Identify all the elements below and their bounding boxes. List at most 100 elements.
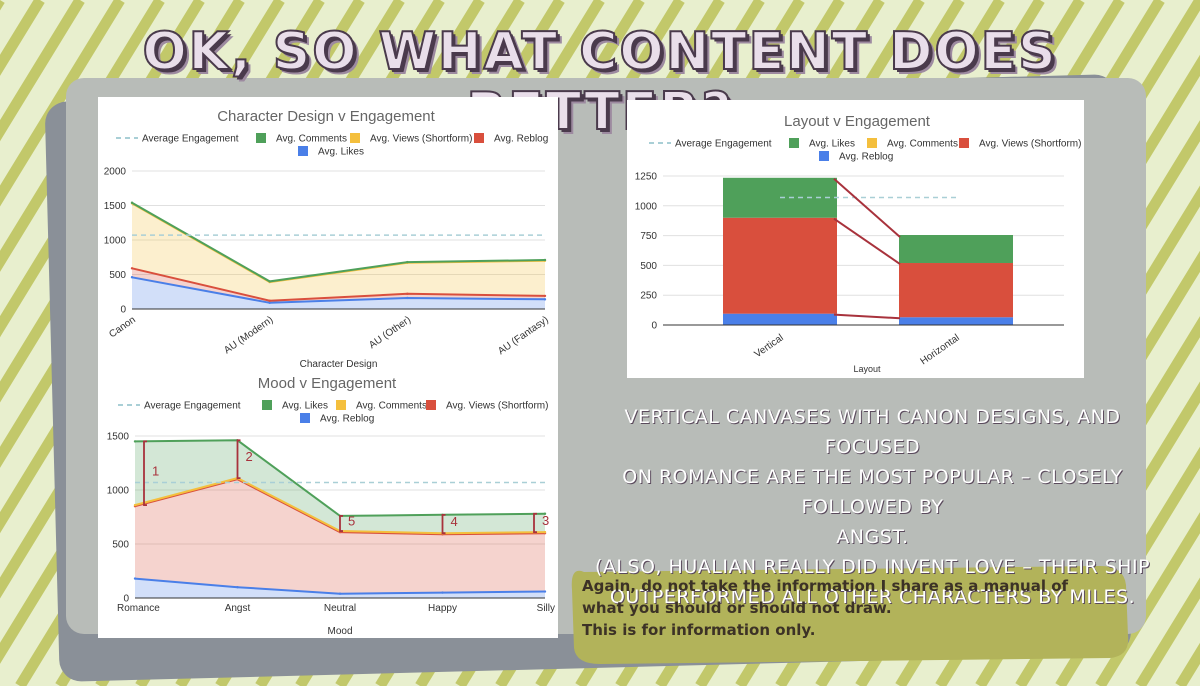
x-tick-label: Vertical [753,332,786,360]
x-axis-label: Character Design [300,359,378,370]
x-axis-label: Mood [327,626,352,637]
annotation-rank: 5 [348,513,355,528]
area-avg-likes [132,277,545,309]
disclaimer-note: Again, do not take the information I sha… [582,575,1132,641]
annotation-bracket [339,515,343,532]
area-avg-reblog [132,268,545,303]
data-point [133,503,137,507]
series-line [131,201,546,283]
data-point [543,512,547,515]
data-point [130,267,134,270]
bar-avg-likes [899,235,1013,264]
y-tick-label: 1000 [635,201,658,212]
x-tick-label: Canon [107,314,137,340]
data-point [338,592,342,595]
data-point [268,280,271,283]
note-line: This is for information only. [582,621,816,639]
page-title: OK, SO WHAT CONTENT DOES BETTER? [141,21,1058,143]
stripe [0,0,85,142]
y-tick-label: 500 [112,540,129,551]
area-avg-views-shortform- [135,479,545,594]
x-tick-label: AU (Modern) [222,314,275,356]
legend-swatch [262,400,272,410]
annotation-connector [833,217,901,265]
summary-line: (ALSO, HUALIAN REALLY DID INVENT LOVE – … [594,556,1151,578]
data-point [268,301,271,304]
chart-title: Mood v Engagement [258,375,397,392]
layout-chart-panel: Layout v Engagement Average Engagement Avg… [627,100,1084,378]
legend-swatch [819,151,829,161]
y-tick-label: 1500 [107,432,130,443]
legend-swatch [300,413,310,423]
legend-label: Average Engagement [675,139,772,150]
summary-line: VERTICAL CANVASES WITH CANON DESIGNS, AN… [624,406,1121,458]
bar-avg-reblog [899,317,1013,325]
data-point [406,296,409,300]
summary-line: OUTPERFORMED ALL OTHER CHARACTERS BY MIL… [609,586,1136,608]
y-tick-label: 750 [640,231,657,242]
note-line: Again, do not take the information I sha… [582,577,1069,595]
summary-line: ON ROMANCE ARE THE MOST POPULAR – CLOSEL… [622,466,1123,518]
y-tick-label: 0 [651,321,657,332]
note-bubble [571,566,1129,664]
character-design-chart: Character Design v Engagement Average Eng… [104,108,551,370]
legend-swatch [336,400,346,410]
stripe [1095,512,1200,686]
data-point [268,299,271,302]
legend-label: Avg. Comments [887,139,958,150]
annotation-rank: 3 [542,513,549,528]
data-point [543,298,547,301]
data-point [406,260,409,264]
annotation-bracket [143,440,147,507]
legend-label: Avg. Reblog [839,152,893,163]
data-point [406,292,409,296]
annotation-rank: 2 [246,449,253,464]
layout-chart: Layout v Engagement Average Engagement Avg… [635,113,1082,374]
bar-avg-reblog [723,313,837,325]
legend-label: Avg. Views (Shortform) [370,134,472,145]
legend-swatch [350,133,360,143]
data-point [133,577,137,580]
x-tick-label: AU (Fantasy) [496,314,551,357]
x-tick-label: Romance [117,603,160,614]
data-point [543,258,547,262]
bar-avg-views-shortform- [723,217,837,314]
data-point [441,591,444,594]
x-tick-label: Silly [537,603,555,614]
data-point [133,440,137,443]
annotation-bracket [441,513,446,535]
data-point [543,530,547,534]
area-avg-views-shortform- [132,203,545,301]
x-tick-label: Happy [428,603,457,614]
annotation-connector [833,313,901,320]
y-tick-label: 500 [640,261,657,272]
annotation-rank: 4 [451,514,458,529]
chart-title: Character Design v Engagement [217,108,435,125]
legend-swatch [867,138,877,148]
x-tick-label: AU (Other) [367,314,413,351]
series-line [131,276,546,304]
legend-swatch [474,133,484,143]
character-design-chart-panel: Character Design v Engagement Average Eng… [98,97,558,370]
bar-avg-views-shortform- [899,263,1013,318]
legend-label: Avg. Reblog [320,414,374,425]
legend-swatch [256,133,266,143]
data-point [236,586,239,589]
series-line [131,267,546,302]
mood-chart: Mood v Engagement Average Engagement Avg. … [107,375,555,637]
x-tick-label: Horizontal [919,332,962,367]
legend-label: Avg. Likes [318,147,364,158]
legend-label: Avg. Likes [809,139,855,150]
y-tick-label: 2000 [104,167,127,178]
y-tick-label: 1000 [104,236,127,247]
legend-label: Avg. Reblog [494,134,548,145]
legend-label: Avg. Views (Shortform) [446,401,548,412]
annotation-connector [833,178,901,238]
y-tick-label: 500 [109,270,126,281]
legend-label: Avg. Likes [282,401,328,412]
legend-label: Average Engagement [142,134,239,145]
annotation-bracket [236,439,241,480]
legend-label: Average Engagement [144,401,241,412]
legend-label: Avg. Comments [276,134,347,145]
data-point [543,590,547,593]
